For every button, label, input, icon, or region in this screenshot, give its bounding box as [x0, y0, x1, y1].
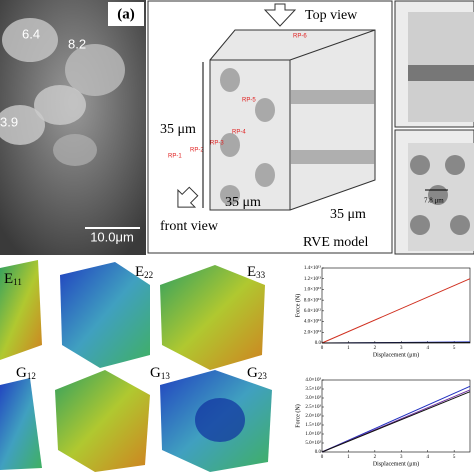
x-tick-label: 0: [321, 455, 324, 460]
x-tick-label: 4: [426, 455, 429, 460]
reference-point: RP-3: [210, 141, 224, 147]
dimension: 8.2: [68, 36, 86, 51]
y-tick-label: 2.5×10³: [305, 404, 321, 410]
plots: 0.0 2.0×10¹² 4.0×10¹² 6.0×10¹² 8.0×10¹² 1.0×1…: [294, 265, 471, 467]
panel-label: (a): [117, 6, 135, 22]
dimension: 35 μm: [330, 207, 366, 222]
y-tick-label: 1.5×10³: [305, 422, 321, 428]
view-label: Top view: [305, 8, 358, 23]
series-line: [321, 385, 471, 453]
plot-frame: [321, 267, 471, 344]
series-line: [321, 391, 471, 453]
x-tick-label: 2: [374, 455, 377, 460]
reference-point: RP-5: [242, 98, 256, 104]
series-line: [321, 341, 471, 344]
x-tick-label: 1: [347, 455, 350, 460]
modulus-label: G13: [150, 365, 170, 381]
spacing-label: 7.8 μm: [424, 197, 444, 205]
y-tick-label: 0.0: [315, 450, 322, 455]
dimension: 6.4: [22, 26, 40, 41]
x-tick-label: 0: [321, 346, 324, 351]
reference-point: RP-2: [190, 148, 204, 154]
moduli-cubes: [0, 260, 272, 472]
rve-panel: Top view RP-6 RP-5 RP-4 RP-3 RP-2 RP-1 3…: [147, 0, 393, 254]
y-tick-label: 4.0×10³: [305, 377, 321, 383]
y-tick-label: 1.2×10¹³: [304, 276, 322, 282]
y-tick-label: 6.0×10¹²: [304, 308, 322, 314]
y-tick-label: 1.4×10¹³: [304, 265, 322, 271]
x-tick-label: 4: [426, 346, 429, 351]
y-tick-label: 8.0×10¹²: [304, 297, 322, 303]
reference-point: RP-1: [168, 154, 182, 160]
y-axis-label: Force (N): [294, 404, 301, 428]
caption: RVE model: [303, 235, 368, 250]
side-views: 7.8 μm: [394, 0, 474, 255]
modulus-label: G12: [16, 365, 36, 381]
modulus-label: G23: [247, 365, 267, 381]
x-tick-label: 3: [400, 346, 403, 351]
y-tick-label: 5.0×10²: [305, 440, 321, 446]
reference-point: RP-6: [293, 34, 307, 40]
view-label: front view: [160, 219, 219, 234]
x-tick-label: 1: [347, 346, 350, 351]
dimension: 35 μm: [160, 122, 196, 137]
scale-bar: 10.0μm: [90, 229, 134, 244]
y-tick-label: 1.0×10³: [305, 431, 321, 437]
y-tick-label: 3.5×10³: [305, 386, 321, 392]
y-tick-label: 4.0×10¹²: [304, 319, 322, 325]
x-tick-label: 3: [400, 455, 403, 460]
reference-point: RP-4: [232, 130, 246, 136]
x-tick-label: 5: [453, 455, 456, 460]
modulus-label: E11: [4, 271, 22, 287]
modulus-label: E22: [135, 264, 153, 280]
plot-frame: [321, 379, 471, 453]
y-tick-label: 2.0×10³: [305, 413, 321, 419]
y-tick-label: 2.0×10¹²: [304, 329, 322, 335]
y-tick-label: 3.0×10³: [305, 395, 321, 401]
y-axis-label: Force (N): [294, 294, 301, 318]
x-tick-label: 2: [374, 346, 377, 351]
dimension: 3.9: [0, 114, 18, 129]
dimension: 35 μm: [225, 195, 261, 210]
moduli-labels: E11 E22 E33 G12 G13 G23: [4, 264, 267, 381]
y-tick-label: 0.0: [315, 341, 322, 346]
x-axis-label: Displacement (μm): [373, 351, 419, 358]
x-axis-label: Displacement (μm): [373, 460, 419, 467]
series-line: [321, 278, 471, 344]
x-tick-label: 5: [453, 346, 456, 351]
modulus-label: E33: [247, 264, 266, 280]
sem-panel: (a) 6.4 8.2 3.9 10.0μm: [0, 0, 146, 255]
y-tick-label: 1.0×10¹³: [304, 287, 322, 293]
